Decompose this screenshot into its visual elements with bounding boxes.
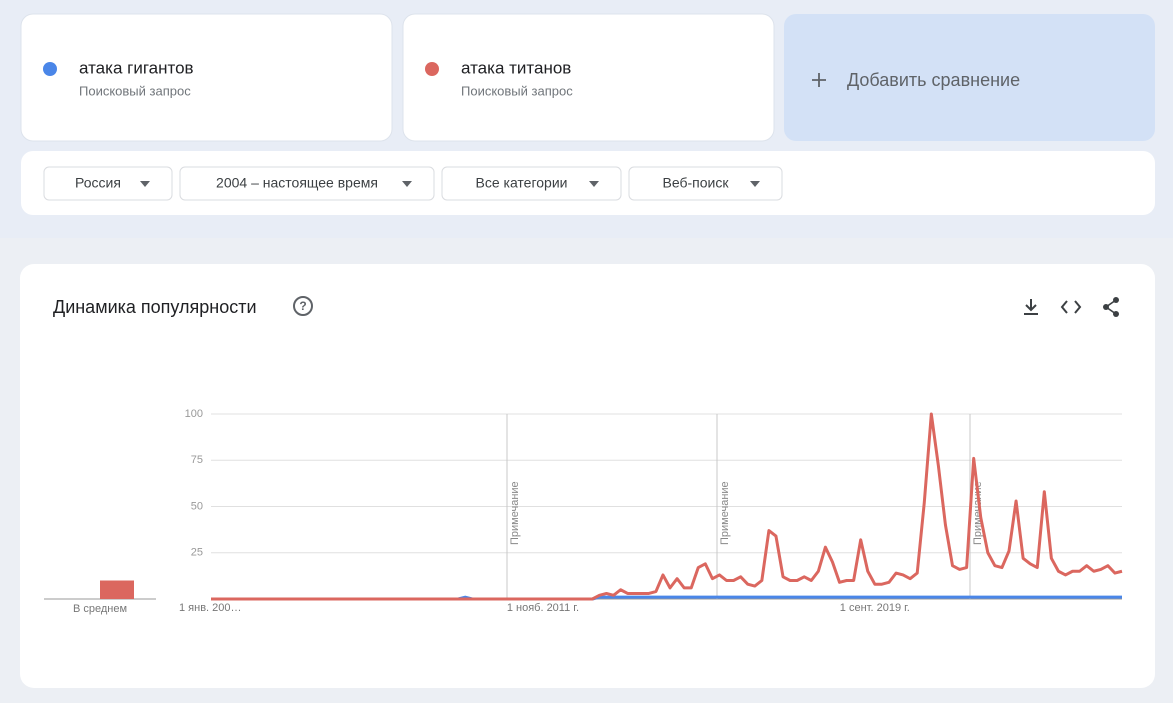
dropdown-arrow: [750, 181, 760, 187]
annotation-label: Примечание: [719, 481, 731, 545]
chart-title: Динамика популярности: [53, 297, 257, 317]
embed-icon[interactable]: [1060, 300, 1082, 314]
filter-button[interactable]: [43, 166, 173, 201]
y-tick-label: 25: [191, 547, 203, 559]
chart-card: [20, 264, 1155, 688]
filter-button[interactable]: [628, 166, 783, 201]
x-tick-label: 1 сент. 2019 г.: [840, 602, 910, 614]
x-tick-label: 1 янв. 200…: [179, 602, 242, 614]
share-icon[interactable]: [1103, 297, 1119, 317]
average-bar: [100, 580, 134, 599]
download-icon[interactable]: [1024, 299, 1038, 315]
dropdown-arrow: [140, 181, 150, 187]
term-card[interactable]: [402, 13, 775, 142]
filter-label: 2004 – настоящее время: [216, 175, 378, 191]
filter-button[interactable]: [441, 166, 622, 201]
filter-label: Все категории: [476, 175, 568, 191]
y-tick-label: 100: [185, 408, 203, 420]
help-icon[interactable]: [293, 296, 313, 316]
help-icon-glyph: ?: [299, 299, 306, 313]
term-dot: [425, 62, 439, 76]
term-name: атака гигантов: [79, 58, 194, 77]
series-line: [211, 412, 1123, 601]
add-comparison-label: Добавить сравнение: [847, 70, 1020, 90]
y-tick-label: 75: [191, 454, 203, 466]
filter-label: Россия: [75, 175, 121, 191]
term-name: атака титанов: [461, 58, 571, 77]
term-subtitle: Поисковый запрос: [79, 83, 191, 98]
average-label: В среднем: [73, 603, 127, 615]
add-comparison[interactable]: [784, 14, 1155, 141]
filter-button[interactable]: [179, 166, 435, 201]
annotation-label: Примечание: [972, 481, 984, 545]
term-subtitle: Поисковый запрос: [461, 83, 573, 98]
annotation-label: Примечание: [509, 481, 521, 545]
dropdown-arrow: [402, 181, 412, 187]
y-tick-label: 50: [191, 500, 203, 512]
term-dot: [43, 62, 57, 76]
plus-icon: [812, 73, 826, 87]
x-tick-label: 1 нояб. 2011 г.: [507, 602, 579, 614]
dropdown-arrow: [589, 181, 599, 187]
term-card[interactable]: [20, 13, 393, 142]
filter-label: Веб-поиск: [663, 175, 730, 191]
